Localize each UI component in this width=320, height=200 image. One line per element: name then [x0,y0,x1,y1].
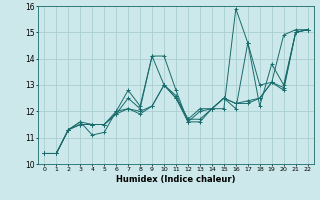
X-axis label: Humidex (Indice chaleur): Humidex (Indice chaleur) [116,175,236,184]
